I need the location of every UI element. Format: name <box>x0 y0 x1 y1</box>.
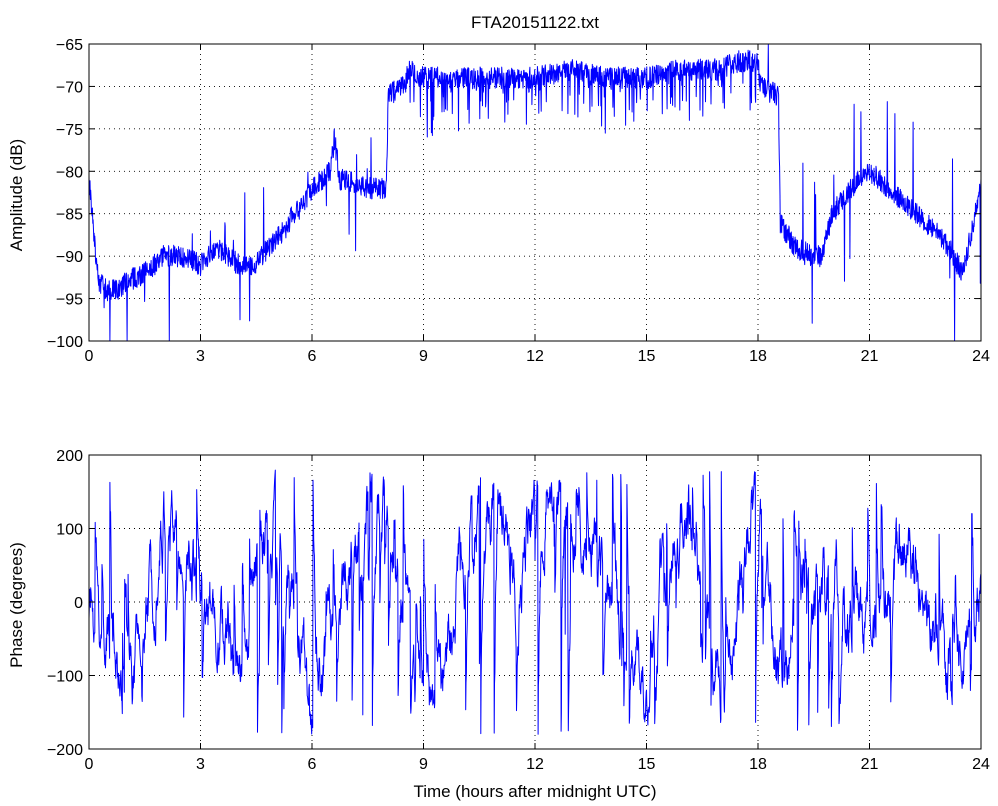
amplitude-ytick-label--80: −80 <box>56 164 83 181</box>
amplitude-xtick-label-0: 0 <box>85 348 94 365</box>
amplitude-y-axis-title: Amplitude (dB) <box>7 139 26 251</box>
amplitude-xtick-label-21: 21 <box>861 348 879 365</box>
amplitude-xtick-label-6: 6 <box>308 348 317 365</box>
phase-xtick-label-18: 18 <box>749 756 767 773</box>
phase-xtick-label-15: 15 <box>638 756 656 773</box>
phase-xtick-label-12: 12 <box>526 756 544 773</box>
amplitude-xtick-label-24: 24 <box>972 348 990 365</box>
amplitude-ytick-label--85: −85 <box>56 207 83 224</box>
phase-trace <box>88 469 982 735</box>
phase-xtick-label-24: 24 <box>972 756 990 773</box>
phase-ytick-label--100: −100 <box>47 669 83 686</box>
amplitude-xtick-label-9: 9 <box>419 348 428 365</box>
phase-panel: 0 3 6 9 12 15 18 21 24 −200 −100 0 100 200 <box>47 448 990 773</box>
amplitude-panel: 0 3 6 9 12 15 18 21 24 −100 −95 −90 −85 −80 −75 −70 −65 <box>47 37 990 365</box>
phase-xtick-label-3: 3 <box>196 756 205 773</box>
phase-ytick-label--200: −200 <box>47 742 83 759</box>
amplitude-ytick-label--70: −70 <box>56 79 83 96</box>
amplitude-xtick-label-3: 3 <box>196 348 205 365</box>
phase-xtick-label-9: 9 <box>419 756 428 773</box>
time-x-axis-title: Time (hours after midnight UTC) <box>413 782 656 801</box>
phase-ytick-label-200: 200 <box>56 448 83 465</box>
phase-ytick-label-0: 0 <box>74 595 83 612</box>
amplitude-ytick-label--95: −95 <box>56 292 83 309</box>
amplitude-xtick-label-12: 12 <box>526 348 544 365</box>
amplitude-trace <box>88 43 982 342</box>
phase-xtick-label-6: 6 <box>308 756 317 773</box>
phase-y-axis-title: Phase (degrees) <box>7 542 26 668</box>
phase-xtick-label-21: 21 <box>861 756 879 773</box>
amplitude-ytick-label--100: −100 <box>47 334 83 351</box>
amplitude-ytick-label--75: −75 <box>56 122 83 139</box>
chart-title: FTA20151122.txt <box>471 13 599 32</box>
phase-xtick-label-0: 0 <box>85 756 94 773</box>
amplitude-ytick-label--90: −90 <box>56 249 83 266</box>
phase-ytick-label-100: 100 <box>56 522 83 539</box>
amplitude-xtick-label-18: 18 <box>749 348 767 365</box>
amplitude-ytick-label--65: −65 <box>56 37 83 54</box>
amplitude-xtick-label-15: 15 <box>638 348 656 365</box>
